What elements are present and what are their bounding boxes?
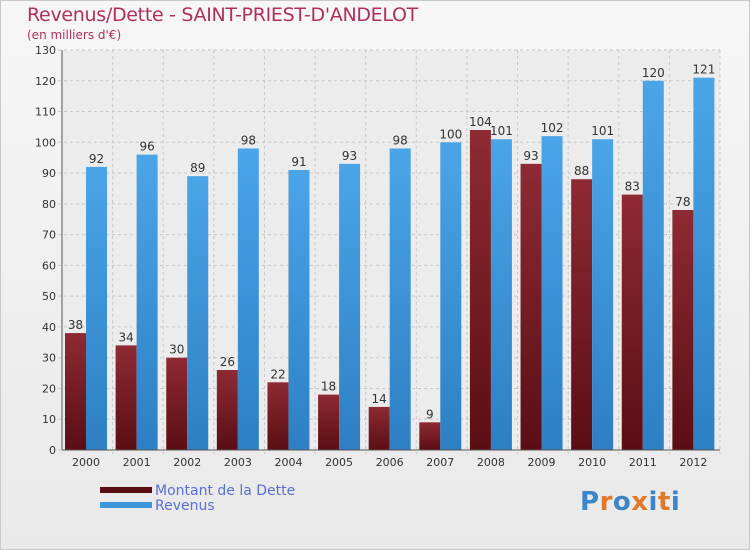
y-tick-label: 70 <box>42 229 56 242</box>
logo-letter: x <box>631 487 649 517</box>
data-label-revenus-2010: 101 <box>591 124 614 138</box>
y-tick-label: 100 <box>35 136 56 149</box>
logo-letter: i <box>670 487 681 517</box>
data-label-debt-2010: 88 <box>574 164 589 178</box>
logo-letter: o <box>612 487 632 517</box>
chart-title: Revenus/Dette - SAINT-PRIEST-D'ANDELOT <box>27 4 418 26</box>
data-label-debt-2004: 22 <box>270 367 285 381</box>
bar-revenus-2003 <box>237 148 259 450</box>
y-tick-label: 110 <box>35 106 56 119</box>
data-label-revenus-2001: 96 <box>139 140 154 154</box>
x-tick-label: 2003 <box>224 456 252 469</box>
bar-revenus-2000 <box>86 166 107 450</box>
bar-revenus-2009 <box>541 136 563 450</box>
data-label-debt-2001: 34 <box>118 330 133 344</box>
legend-label-debt: Montant de la Dette <box>155 483 296 499</box>
legend-swatch-debt <box>100 487 152 493</box>
data-label-debt-2005: 18 <box>321 380 336 394</box>
y-tick-label: 40 <box>42 321 56 334</box>
y-tick-label: 60 <box>42 259 56 272</box>
x-tick-label: 2007 <box>426 456 454 469</box>
y-tick-label: 120 <box>35 75 56 88</box>
data-label-revenus-2011: 120 <box>642 66 665 80</box>
bar-revenus-2005 <box>339 163 361 450</box>
x-tick-label: 2004 <box>274 456 302 469</box>
bar-revenus-2001 <box>136 154 158 450</box>
data-label-debt-2009: 93 <box>523 149 538 163</box>
y-tick-label: 30 <box>42 352 56 365</box>
x-tick-label: 2002 <box>173 456 201 469</box>
bar-revenus-2010 <box>592 139 614 450</box>
x-tick-label: 2011 <box>629 456 657 469</box>
y-tick-label: 80 <box>42 198 56 211</box>
bar-debt-2008 <box>469 130 491 450</box>
y-tick-label: 50 <box>42 290 56 303</box>
bar-revenus-2011 <box>642 80 664 451</box>
proxiti-logo: Proxiti <box>580 487 680 517</box>
data-label-revenus-2007: 100 <box>439 127 462 141</box>
bar-debt-2012 <box>672 210 694 450</box>
data-label-revenus-2009: 102 <box>541 121 564 135</box>
data-label-revenus-2003: 98 <box>241 133 256 147</box>
y-tick-label: 0 <box>49 444 56 457</box>
y-tick-label: 10 <box>42 413 56 426</box>
data-label-debt-2008: 104 <box>469 115 492 129</box>
data-label-debt-2007: 9 <box>426 407 434 421</box>
legend-swatch-revenus <box>100 502 152 508</box>
bar-revenus-2004 <box>288 170 310 450</box>
bar-debt-2002 <box>166 357 188 450</box>
bar-debt-2011 <box>621 194 643 450</box>
data-label-revenus-2005: 93 <box>342 149 357 163</box>
chart-subtitle: (en milliers d'€) <box>27 28 122 42</box>
x-tick-label: 2005 <box>325 456 353 469</box>
bar-revenus-2002 <box>187 176 209 450</box>
bar-revenus-2006 <box>389 148 411 450</box>
logo-letter: i <box>648 487 658 517</box>
bar-debt-2001 <box>115 345 137 450</box>
bar-debt-2010 <box>571 179 593 450</box>
data-label-debt-2000: 38 <box>68 318 83 332</box>
data-label-debt-2006: 14 <box>372 392 387 406</box>
data-label-revenus-2002: 89 <box>190 161 205 175</box>
x-tick-label: 2008 <box>477 456 505 469</box>
logo-letter: r <box>599 487 613 517</box>
x-tick-label: 2000 <box>72 456 100 469</box>
x-tick-label: 2010 <box>578 456 606 469</box>
x-tick-label: 2006 <box>376 456 404 469</box>
data-label-revenus-2004: 91 <box>291 155 306 169</box>
data-label-debt-2002: 30 <box>169 343 184 357</box>
data-label-revenus-2012: 121 <box>692 63 715 77</box>
bar-revenus-2012 <box>693 77 715 450</box>
y-tick-label: 130 <box>35 44 56 57</box>
x-tick-label: 2001 <box>123 456 151 469</box>
x-tick-label: 2009 <box>528 456 556 469</box>
bar-revenus-2007 <box>440 142 462 451</box>
y-tick-label: 90 <box>42 167 56 180</box>
logo-letter: t <box>657 487 671 517</box>
bar-debt-2007 <box>419 422 441 450</box>
bar-debt-2004 <box>267 382 289 450</box>
bar-debt-2000 <box>65 333 86 450</box>
data-label-debt-2003: 26 <box>220 355 235 369</box>
bar-debt-2006 <box>368 406 390 450</box>
data-label-debt-2011: 83 <box>625 180 640 194</box>
bar-debt-2005 <box>318 394 340 450</box>
data-label-revenus-2006: 98 <box>393 133 408 147</box>
data-label-revenus-2000: 92 <box>89 152 104 166</box>
data-label-revenus-2008: 101 <box>490 124 513 138</box>
y-tick-label: 20 <box>42 382 56 395</box>
data-label-debt-2012: 78 <box>675 195 690 209</box>
bar-debt-2009 <box>520 163 542 450</box>
bar-debt-2003 <box>216 370 238 450</box>
legend-label-revenus: Revenus <box>155 498 215 514</box>
logo-letter: P <box>580 487 600 517</box>
bar-revenus-2008 <box>490 139 512 450</box>
x-tick-label: 2012 <box>679 456 707 469</box>
